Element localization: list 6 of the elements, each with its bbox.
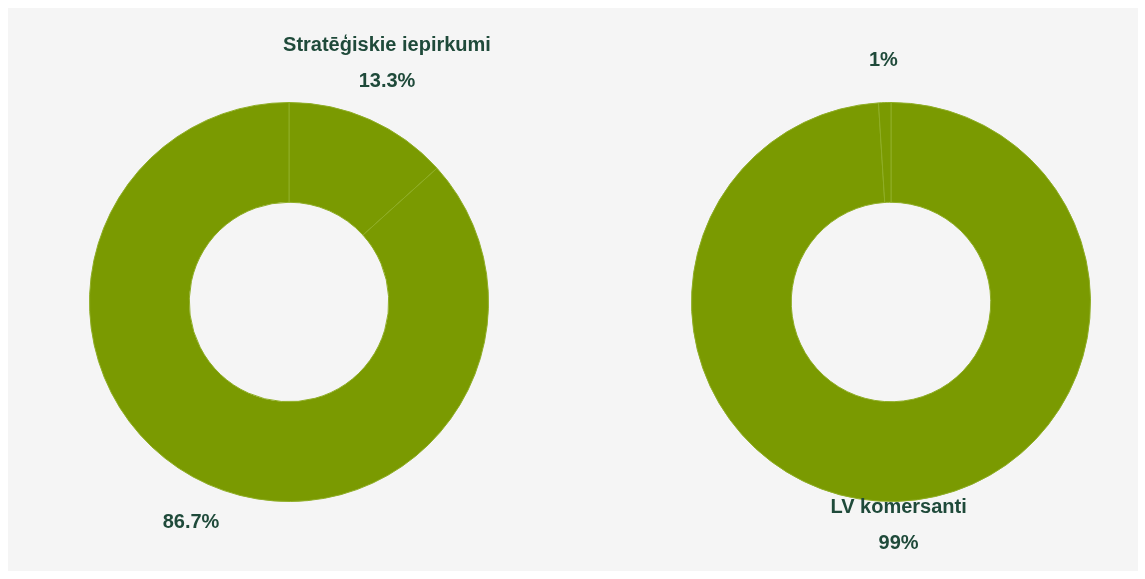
data-label: 86.7% — [162, 510, 220, 533]
data-label: 99% — [878, 530, 919, 553]
slice-label: LV komersanti — [830, 494, 967, 517]
slice-label: Stratēģiskie iepirkumi — [283, 32, 491, 55]
data-label: 13.3% — [358, 68, 416, 91]
data-label: 1% — [868, 48, 899, 71]
